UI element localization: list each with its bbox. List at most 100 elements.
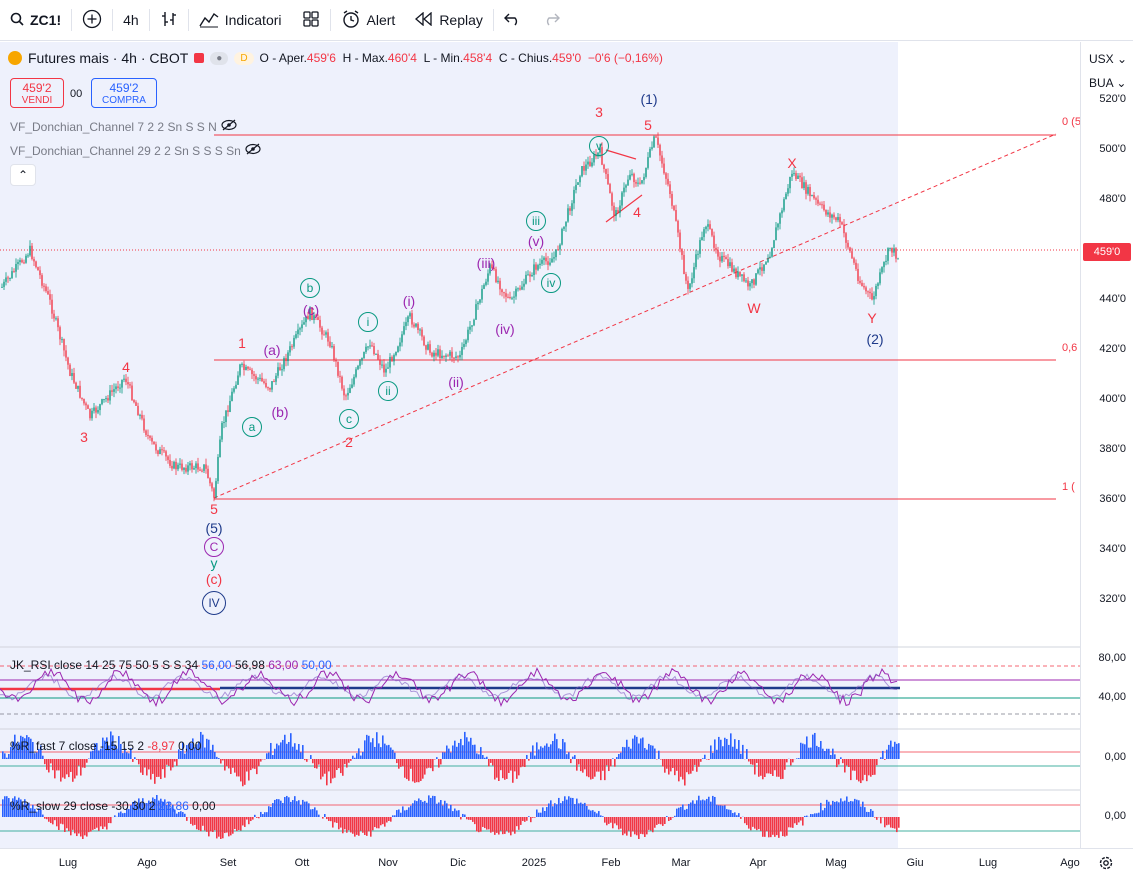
rslow-bar [890,817,892,828]
wave-label[interactable]: (a) [263,342,280,358]
candle-body [67,358,68,365]
rfast-legend[interactable]: %R_fast 7 close -15 15 2 -8,97 0,00 [10,739,201,753]
rfast-bar [6,758,8,759]
collapse-legend-button[interactable]: ⌃ [10,164,36,186]
wave-label[interactable]: a [242,417,262,437]
indicators-button[interactable]: Indicatori [189,0,292,41]
rslow-bar [82,817,84,839]
wave-label[interactable]: ii [378,381,398,401]
wave-label[interactable]: 3 [80,429,88,445]
candle-body [663,164,664,174]
rslow-legend[interactable]: %R_slow 29 close -30 30 2 23,86 0,00 [10,799,216,813]
chart-type-button[interactable] [150,0,188,41]
rfast-bar [584,759,586,769]
interval-button[interactable]: 4h [113,0,149,41]
chart-canvas[interactable] [0,42,1080,848]
wave-label[interactable]: Y [867,310,876,326]
chart-settings-button[interactable] [1098,855,1116,873]
candle-body [523,284,524,287]
wave-label[interactable]: (5) [205,520,222,536]
rfast-bar [860,759,862,783]
candle-body [111,390,112,391]
candle-body [557,249,558,250]
wave-label[interactable]: (b) [271,404,288,420]
rfast-bar [444,752,446,759]
undo-button[interactable] [494,0,532,41]
wave-label[interactable]: v [589,136,609,156]
wave-label[interactable]: W [747,300,760,316]
eye-off-icon[interactable] [244,144,262,158]
donchian-29-label[interactable]: VF_Donchian_Channel 29 2 2 Sn S S S Sn [10,143,262,158]
rfast-bar [844,759,846,772]
wave-label[interactable]: 1 [238,335,246,351]
rsi-legend[interactable]: JK_RSI close 14 25 75 50 5 S S 34 56,00 … [10,658,332,672]
wave-label[interactable]: iv [541,273,561,293]
wave-label[interactable]: c [339,409,359,429]
wave-label[interactable]: (iii) [477,255,496,271]
currency-selector[interactable]: USX ⌄ [1089,52,1127,66]
rslow-bar [104,817,106,827]
symbol-search[interactable]: ZC1! [0,0,71,41]
rfast-bar [730,733,732,759]
candle-body [879,272,880,283]
candle-body [479,300,480,303]
delayed-badge[interactable]: D [234,52,253,65]
rfast-bar [468,742,470,759]
indicators-icon [199,10,219,31]
buy-button[interactable]: 459'2 COMPRA [91,78,157,108]
wave-label[interactable]: (v) [528,233,544,249]
chart-title[interactable]: Futures mais · 4h · CBOT [28,50,188,66]
wave-label[interactable]: 4 [633,204,641,220]
rslow-bar [756,817,758,830]
candle-body [169,460,170,466]
alert-button[interactable]: Alert [331,0,406,41]
sell-button[interactable]: 459'2 VENDI [10,78,64,108]
wave-label[interactable]: 5 [210,501,218,517]
wave-label[interactable]: C [204,537,224,557]
redo-button[interactable] [532,0,570,41]
unit-selector[interactable]: BUA ⌄ [1089,76,1126,90]
wave-label[interactable]: (2) [866,331,883,347]
replay-button[interactable]: Replay [405,0,493,41]
candle-body [109,390,110,400]
wave-label[interactable]: (c) [206,571,222,587]
rslow-bar [470,817,472,820]
wave-label[interactable]: iii [526,211,546,231]
wave-label[interactable]: (1) [640,91,657,107]
wave-label[interactable]: i [358,312,378,332]
rslow-bar [54,817,56,820]
wave-label[interactable]: 5 [644,117,652,133]
rslow-bar [662,817,664,826]
donchian-7-label[interactable]: VF_Donchian_Channel 7 2 2 Sn S S N [10,119,238,134]
templates-button[interactable] [292,0,330,41]
candle-body [509,297,510,298]
wave-label[interactable]: 3 [595,104,603,120]
wave-label[interactable]: y [211,555,218,571]
rfast-bar [688,759,690,774]
wave-label[interactable]: (iv) [495,321,514,337]
eye-off-icon[interactable] [220,120,238,134]
rfast-bar [500,759,502,770]
wave-label[interactable]: (ii) [448,374,464,390]
rslow-bar [494,817,496,835]
wave-label[interactable]: (c) [303,302,319,318]
rfast-bar [158,759,160,777]
wave-label[interactable]: IV [202,591,226,615]
candle-body [387,367,388,368]
rslow-bar [464,814,466,817]
price-axis[interactable]: USX ⌄ BUA ⌄ 520'0500'0480'0460'0440'0420… [1080,42,1133,848]
candle-body [589,162,590,167]
wave-label[interactable]: 4 [122,359,130,375]
candle-body [339,376,340,377]
wave-label[interactable]: b [300,278,320,298]
rslow-bar [46,817,48,819]
rfast-bar [734,739,736,759]
wave-label[interactable]: (i) [403,293,415,309]
time-tick: Lug [979,857,997,869]
time-tick: Feb [602,857,621,869]
wave-label[interactable]: X [787,155,796,171]
compare-button[interactable] [72,0,112,41]
wave-label[interactable]: 2 [345,434,353,450]
rfast-bar [670,759,672,771]
